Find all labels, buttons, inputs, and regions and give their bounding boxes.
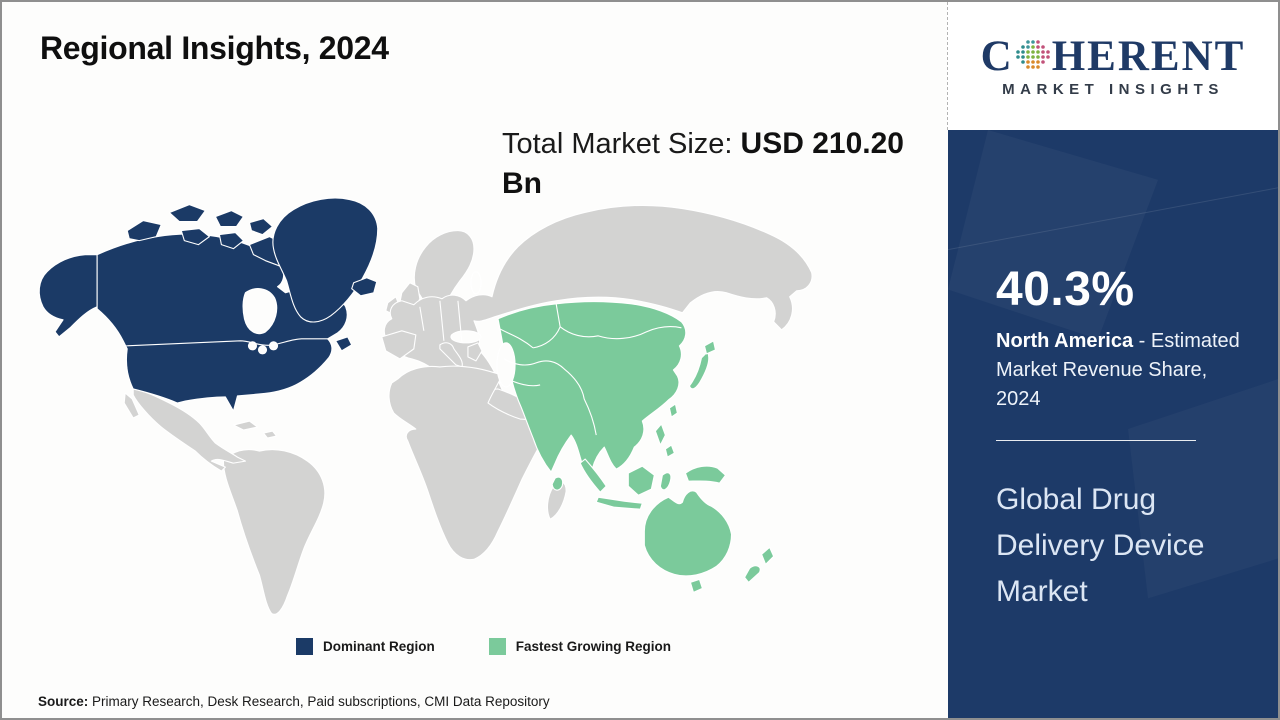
source-label: Source:	[38, 694, 89, 709]
fastest-growing-region-swatch	[488, 638, 506, 655]
arctic-island	[168, 204, 206, 223]
total-market-size-value: USD 210.20 Bn	[502, 127, 904, 200]
java	[595, 496, 643, 510]
market-share-description: North America - Estimated Market Revenue…	[996, 327, 1242, 414]
italy	[439, 342, 463, 368]
legend-label-fastest-growing: Fastest Growing Region	[515, 639, 672, 654]
sumatra	[579, 458, 607, 493]
region-name: North America	[996, 330, 1134, 352]
total-market-size-label: Total Market Size:	[502, 128, 741, 160]
hokkaido	[703, 340, 717, 355]
dotted-globe-icon	[1015, 40, 1050, 69]
asia-border	[503, 358, 597, 436]
black-sea	[450, 330, 482, 344]
great-lake	[257, 345, 268, 355]
alaska	[38, 254, 98, 338]
philippines-north	[654, 423, 666, 446]
baltic-sea	[470, 271, 482, 295]
world-map	[38, 197, 813, 615]
arctic-island	[180, 228, 210, 246]
page-title: Regional Insights, 2024	[40, 30, 389, 66]
great-lake	[268, 341, 279, 351]
new-guinea	[684, 465, 727, 484]
brand-subtitle: MARKET INSIGHTS	[1002, 80, 1224, 98]
region-north-america	[38, 197, 379, 412]
canada-usa	[96, 233, 348, 412]
japan	[688, 351, 710, 390]
mexico-central-america	[132, 388, 247, 472]
iberia	[381, 330, 417, 360]
asia-mainland	[497, 300, 687, 479]
asia-border	[497, 327, 534, 349]
highlight-panel: 40.3% North America - Estimated Market R…	[948, 130, 1278, 718]
region-asia-pacific	[497, 300, 775, 593]
legend-item-dominant: Dominant Region	[296, 638, 435, 655]
total-market-size: Total Market Size: USD 210.20 Bn	[502, 124, 938, 204]
new-zealand-south	[744, 565, 761, 583]
legend-item-fastest-growing: Fastest Growing Region	[488, 638, 672, 655]
dominant-region-swatch	[296, 638, 313, 655]
philippines-south	[664, 444, 675, 458]
new-zealand-north	[761, 546, 775, 565]
map-legend: Dominant Region Fastest Growing Region	[296, 638, 671, 655]
caspian-sea	[496, 342, 516, 388]
cuba	[232, 420, 259, 431]
share-description-text: - Estimated Market Revenue Share, 2024	[996, 330, 1240, 410]
sri-lanka	[551, 476, 564, 491]
newfoundland	[335, 336, 353, 352]
asia-border	[559, 326, 682, 340]
us-canada-border	[125, 338, 328, 347]
hispaniola	[262, 430, 278, 439]
arctic-island	[248, 218, 274, 236]
legend-label-dominant: Dominant Region	[323, 639, 435, 654]
source-text: Primary Research, Desk Research, Paid su…	[88, 694, 550, 709]
source-note: Source: Primary Research, Desk Research,…	[38, 694, 550, 709]
baja-california	[123, 392, 140, 419]
taiwan	[668, 403, 678, 418]
iceland	[351, 277, 378, 297]
arctic-island	[126, 220, 162, 242]
brand-letter-c: C	[980, 32, 1014, 80]
hudson-bay	[242, 288, 278, 335]
sulawesi	[659, 472, 672, 491]
brand-logo: C HERENT MARKET INSIGHTS	[947, 2, 1278, 130]
market-share-value: 40.3%	[996, 263, 1135, 316]
europe-borders	[419, 300, 463, 343]
region-other-land	[123, 204, 813, 615]
asia-border	[511, 380, 541, 387]
balkans	[467, 342, 483, 362]
seas-and-lakes	[242, 271, 516, 388]
divider-line	[996, 440, 1196, 441]
arctic-island	[214, 210, 245, 228]
africa	[388, 365, 556, 561]
great-lake	[247, 341, 258, 351]
borneo	[627, 465, 655, 496]
panel-background-pattern	[948, 130, 1278, 340]
brand-wordmark: C HERENT	[981, 35, 1246, 78]
brand-letters-rest: HERENT	[1051, 32, 1246, 80]
arctic-island	[218, 232, 245, 250]
market-name: Global Drug Delivery Device Market	[996, 483, 1205, 608]
country-borders	[125, 300, 682, 436]
south-america	[222, 449, 326, 615]
australia	[643, 490, 733, 577]
tasmania	[689, 578, 704, 593]
greenland	[272, 197, 379, 323]
